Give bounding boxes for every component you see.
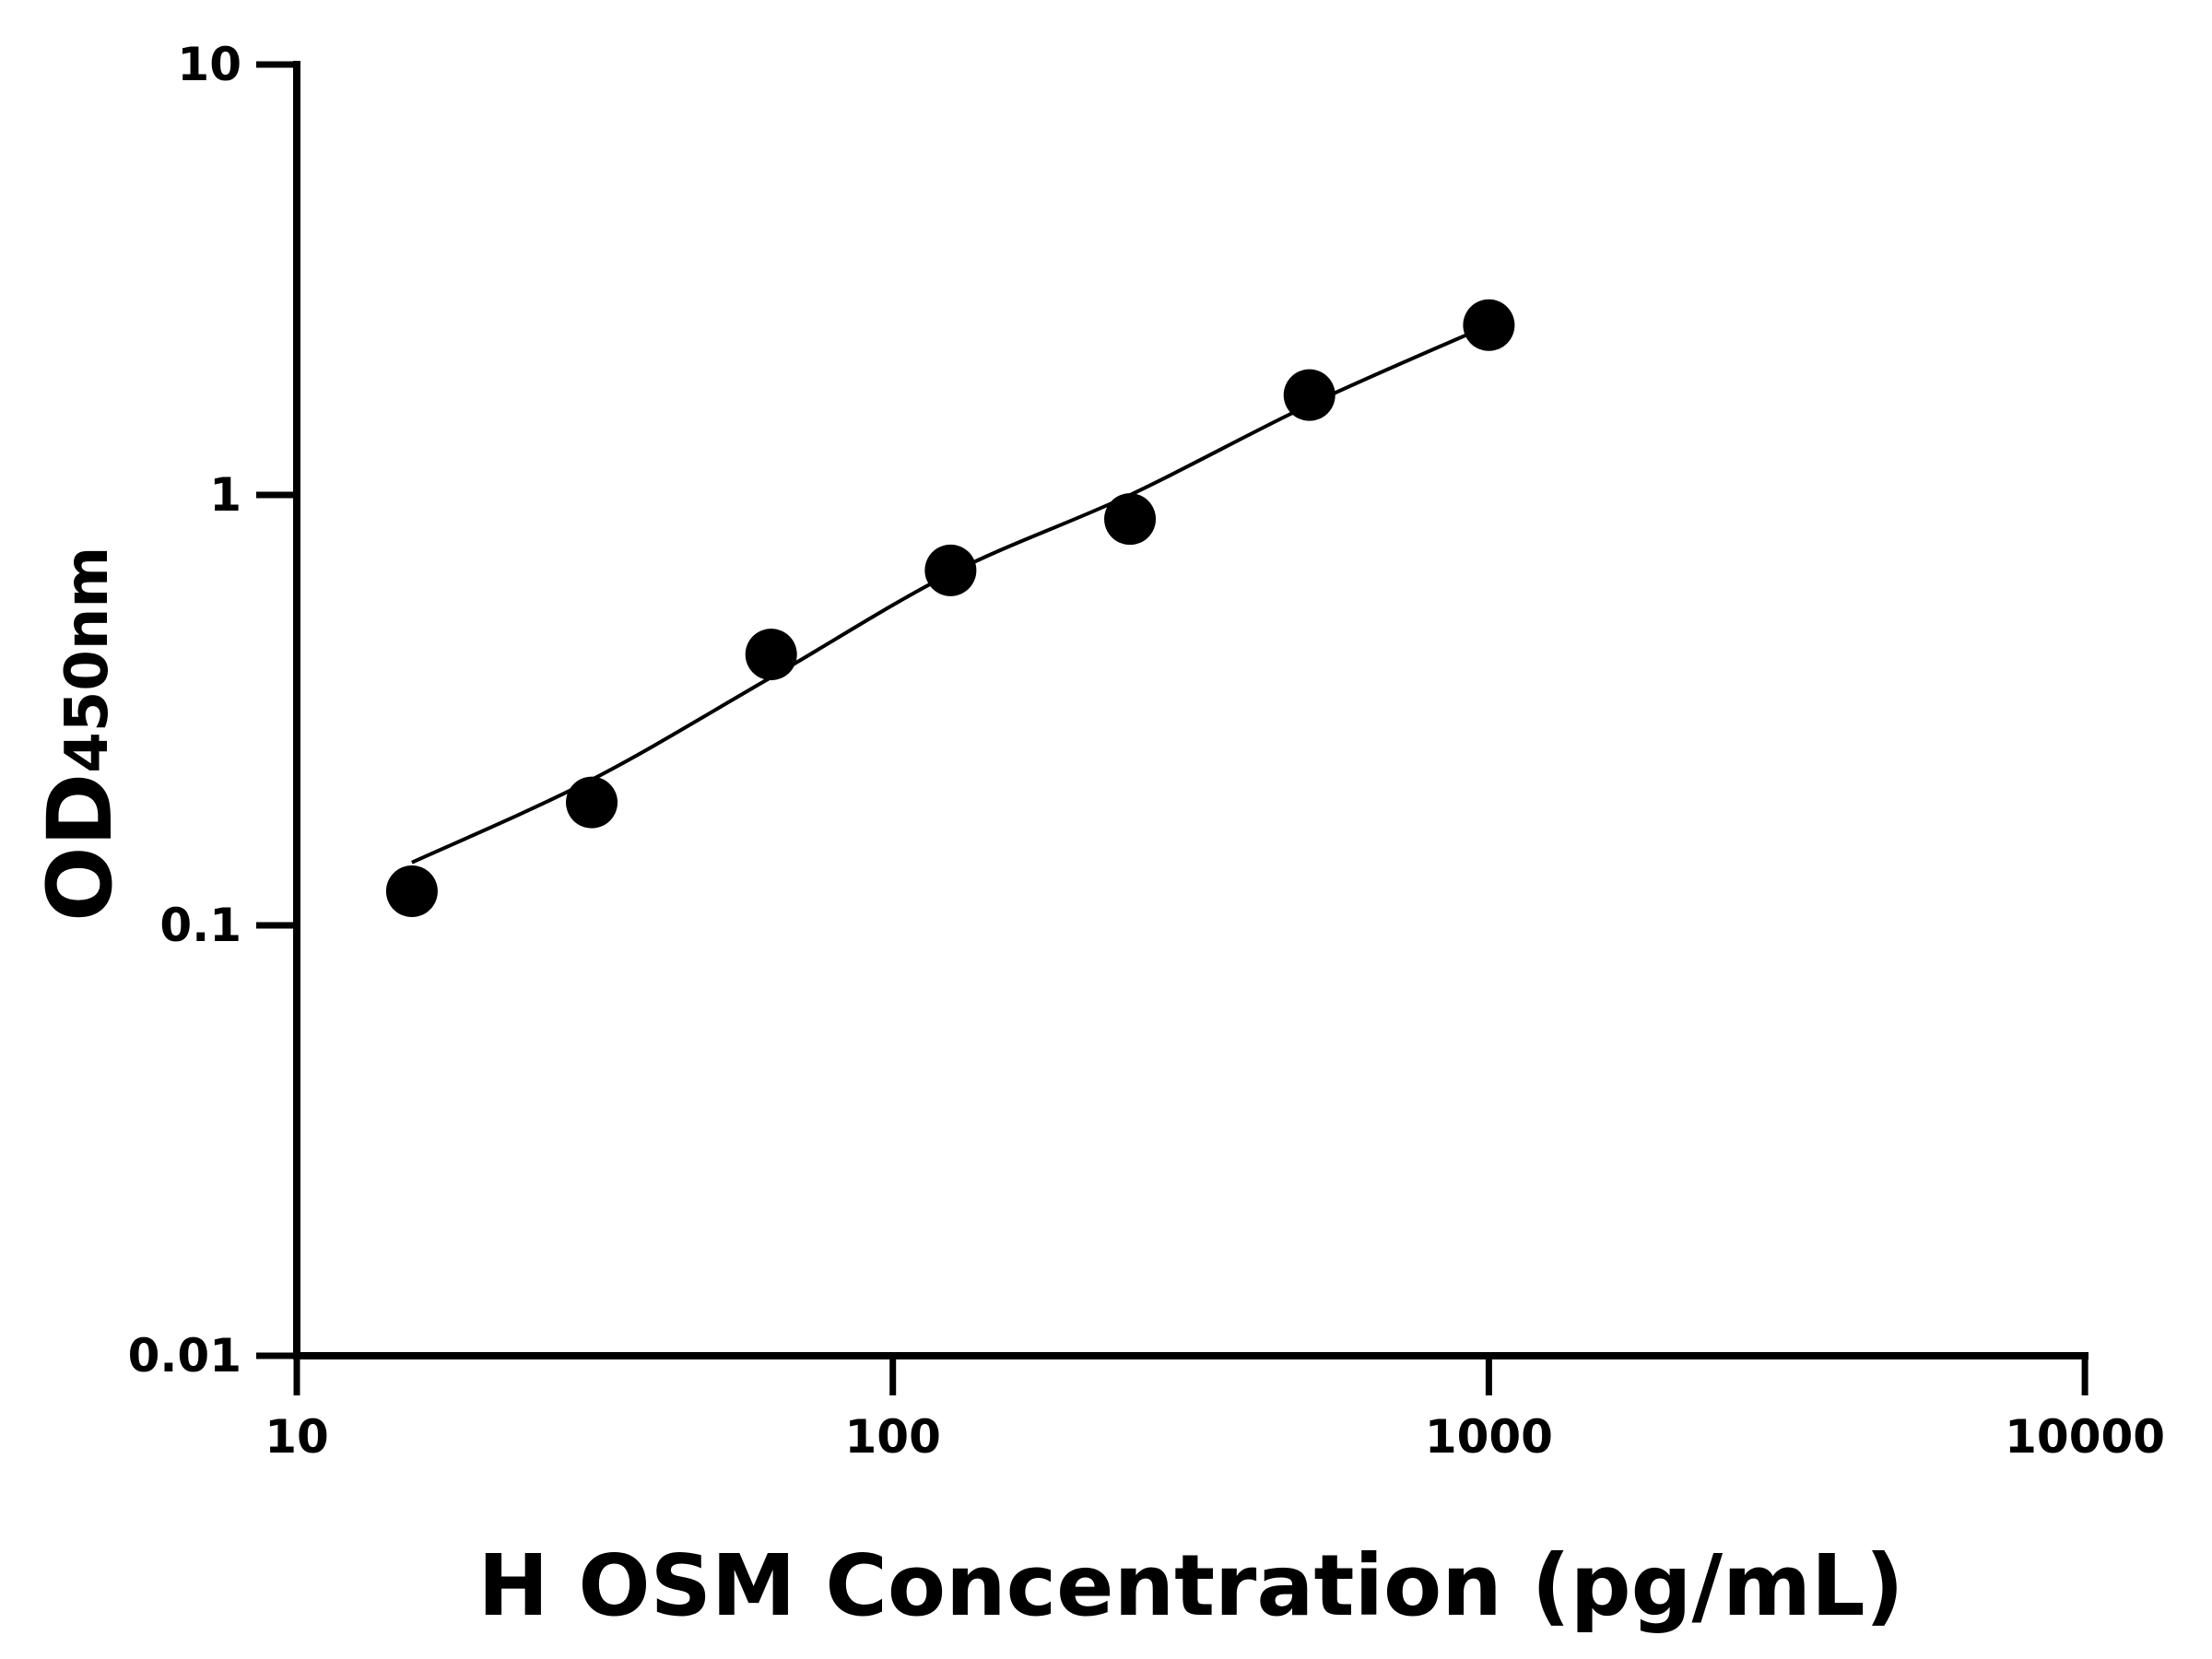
- x-tick-label: 10000: [2005, 1410, 2165, 1464]
- data-point: [745, 629, 797, 681]
- y-axis-label-subscript: 450nm: [53, 547, 122, 773]
- y-tick-label: 10: [177, 38, 241, 91]
- data-point: [566, 776, 618, 829]
- data-point: [385, 865, 438, 918]
- data-point: [924, 544, 977, 596]
- x-tick-label: 1000: [1425, 1410, 1553, 1464]
- y-tick-label: 1: [209, 468, 241, 522]
- data-point: [1463, 299, 1515, 351]
- y-ticks: 0.01 0.1 1 10: [128, 38, 297, 1382]
- y-axis-label-main: OD: [29, 773, 132, 922]
- x-axis-label: H OSM Concentration (pg/mL): [477, 1536, 1903, 1635]
- y-tick-label: 0.1: [159, 899, 241, 952]
- y-tick-label: 0.01: [128, 1329, 241, 1382]
- data-points-layer: [385, 299, 1515, 918]
- x-tick-label: 100: [845, 1410, 941, 1464]
- data-point: [1283, 369, 1335, 421]
- x-tick-label: 10: [265, 1410, 329, 1464]
- x-ticks: 10 100 1000 10000: [265, 1356, 2165, 1464]
- data-point: [1104, 493, 1157, 546]
- y-axis-label: OD450nm: [29, 547, 132, 922]
